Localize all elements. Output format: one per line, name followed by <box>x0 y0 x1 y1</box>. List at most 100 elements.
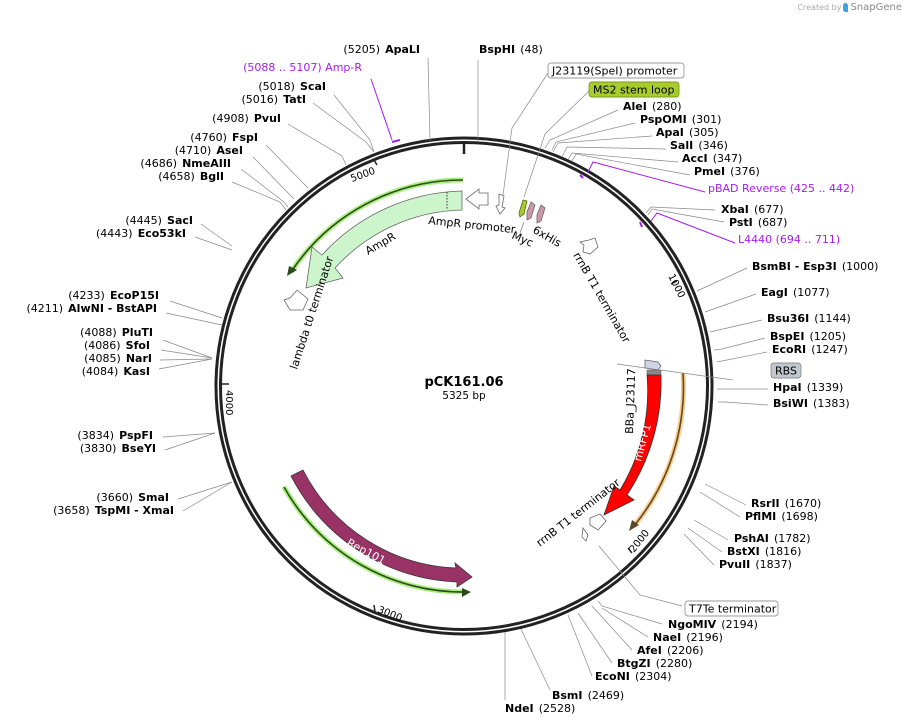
site-ndei[interactable]: NdeI (2528) <box>505 697 575 716</box>
svg-text:(4443) Eco53kI: (4443) Eco53kI <box>96 222 186 241</box>
site-tati[interactable]: (5016) TatI <box>241 88 306 107</box>
site-bsu36i[interactable]: Bsu36I (1144) <box>767 307 851 326</box>
site-position: (4211) <box>27 302 64 315</box>
feature-ampr-promoter[interactable] <box>465 188 489 210</box>
site-eco53ki[interactable]: (4443) Eco53kI <box>96 222 186 241</box>
feature-ms2-stem-loop[interactable] <box>518 199 528 218</box>
feature-box-j23119-spei-promoter[interactable]: J23119(SpeI) promoter <box>547 62 685 79</box>
feature-lambda-t0-terminator[interactable] <box>283 289 309 311</box>
site-alei[interactable]: AleI (280) <box>623 95 682 114</box>
svg-text:NdeI (2528): NdeI (2528) <box>505 697 575 716</box>
site-bspei[interactable]: BspEI (1205) <box>770 325 846 344</box>
site-position: (1205) <box>810 330 847 343</box>
site-psti[interactable]: PstI (687) <box>729 211 787 230</box>
feature-bba-j23117[interactable] <box>644 359 662 371</box>
site-pluti[interactable]: (4088) PluTI <box>80 321 153 340</box>
site-tspmi-xmai[interactable]: (3658) TspMI - XmaI <box>53 499 174 518</box>
site-position: (1670) <box>785 497 822 510</box>
feature-mrfp1[interactable] <box>603 374 662 516</box>
snapgene-logo-icon <box>843 3 849 12</box>
site-position: (2280) <box>656 657 693 670</box>
site-hpai[interactable]: HpaI (1339) <box>773 376 843 395</box>
site-nmeaiii[interactable]: (4686) NmeAIII <box>140 152 231 171</box>
site-acci[interactable]: AccI (347) <box>682 147 742 166</box>
site-sali[interactable]: SalI (346) <box>670 134 728 153</box>
site-apali[interactable]: (5205) ApaLI <box>343 38 420 57</box>
site-smai[interactable]: (3660) SmaI <box>96 486 169 505</box>
svg-text:PstI (687): PstI (687) <box>729 211 787 230</box>
site-pspomi[interactable]: PspOMI (301) <box>640 108 721 127</box>
snapgene-credit: Created by SnapGene <box>797 2 902 13</box>
site-apai[interactable]: ApaI (305) <box>656 121 719 140</box>
site-name: NarI <box>126 352 152 365</box>
site-econi[interactable]: EcoNI (2304) <box>595 665 672 684</box>
site-btgzi[interactable]: BtgZI (2280) <box>617 652 692 671</box>
site-pflmi[interactable]: PflMI (1698) <box>745 505 818 524</box>
site-bgli[interactable]: (4658) BglI <box>158 165 224 184</box>
site-name: Eco53kI <box>138 227 186 240</box>
site-ecori[interactable]: EcoRI (1247) <box>772 338 848 357</box>
site-naei[interactable]: NaeI (2196) <box>653 626 723 645</box>
site-rsrii[interactable]: RsrII (1670) <box>751 492 821 511</box>
feature-box-ms2-stem-loop[interactable]: MS2 stem loop <box>588 81 680 98</box>
site-xbai[interactable]: XbaI (677) <box>721 198 784 217</box>
site-name: PspOMI <box>640 113 687 126</box>
site-position: (1339) <box>807 381 844 394</box>
site-name: PmeI <box>694 165 725 178</box>
site-pvuii[interactable]: PvuII (1837) <box>719 553 792 572</box>
site-position: (2304) <box>635 670 672 683</box>
primer-amp-r[interactable]: (5088 .. 5107) Amp-R <box>243 61 362 74</box>
site-scai[interactable]: (5018) ScaI <box>258 75 326 94</box>
site-bsiwi[interactable]: BsiWI (1383) <box>773 392 850 411</box>
site-name: FspI <box>232 131 258 144</box>
site-kasi[interactable]: (4084) KasI <box>82 360 150 379</box>
site-fspi[interactable]: (4760) FspI <box>190 126 258 145</box>
site-eagi[interactable]: EagI (1077) <box>761 281 830 300</box>
feature-6xhis[interactable] <box>536 204 546 224</box>
site-bsmbi-esp3i[interactable]: BsmBI - Esp3I (1000) <box>752 255 878 274</box>
feature-j23119-promoter[interactable] <box>495 193 506 215</box>
feature-box-label: J23119(SpeI) promoter <box>551 65 678 78</box>
site-position: (1000) <box>842 260 879 273</box>
site-ecop15i[interactable]: (4233) EcoP15I <box>68 284 159 303</box>
feature-t7te-terminator[interactable] <box>581 526 589 542</box>
site-position: (2196) <box>686 631 723 644</box>
feature-ampr[interactable] <box>305 190 463 289</box>
primer-l4440[interactable]: L4440 (694 .. 711) <box>738 233 840 246</box>
svg-text:AccI (347): AccI (347) <box>682 147 742 166</box>
site-ngomiv[interactable]: NgoMIV (2194) <box>668 613 758 632</box>
feature-rrnb-t1-terminator-1[interactable] <box>579 237 599 255</box>
feature-myc[interactable] <box>526 201 536 221</box>
site-position: (4084) <box>82 365 119 378</box>
site-pmei[interactable]: PmeI (376) <box>694 160 760 179</box>
site-bsmi[interactable]: BsmI (2469) <box>552 684 624 703</box>
plasmid-length: 5325 bp <box>442 390 486 402</box>
svg-text:PvuII (1837): PvuII (1837) <box>719 553 792 572</box>
site-bsphi[interactable]: BspHI (48) <box>479 38 543 57</box>
site-position: (1698) <box>781 510 818 523</box>
primer-pbad-reverse[interactable]: pBAD Reverse (425 .. 442) <box>708 182 854 195</box>
site-name: SfoI <box>126 339 150 352</box>
site-position: (2206) <box>667 644 704 657</box>
site-asei[interactable]: (4710) AseI <box>175 139 243 158</box>
svg-text:(4086) SfoI: (4086) SfoI <box>84 334 150 353</box>
feature-rep101[interactable] <box>290 469 473 588</box>
site-sfoi[interactable]: (4086) SfoI <box>84 334 150 353</box>
site-position: (48) <box>520 43 543 56</box>
site-pspfi[interactable]: (3834) PspFI <box>77 424 153 443</box>
site-afei[interactable]: AfeI (2206) <box>637 639 704 658</box>
feature-box-t7te-terminator[interactable]: T7Te terminator <box>684 600 779 617</box>
site-alwni-bstapi[interactable]: (4211) AlwNI - BstAPI <box>27 297 158 316</box>
site-name: BtgZI <box>617 657 651 670</box>
site-saci[interactable]: (4445) SacI <box>125 209 193 228</box>
site-position: (5205) <box>343 43 380 56</box>
feature-box-rbs[interactable]: RBS <box>770 362 802 379</box>
svg-text:PmeI (376): PmeI (376) <box>694 160 760 179</box>
site-nari[interactable]: (4085) NarI <box>84 347 152 366</box>
site-pvui[interactable]: (4908) PvuI <box>212 107 281 126</box>
feature-rrnb-t1-terminator-2[interactable] <box>589 513 607 531</box>
site-pshai[interactable]: PshAI (1782) <box>734 527 811 546</box>
site-bseyi[interactable]: (3830) BseYI <box>80 437 156 456</box>
site-bstxi[interactable]: BstXI (1816) <box>727 540 801 559</box>
